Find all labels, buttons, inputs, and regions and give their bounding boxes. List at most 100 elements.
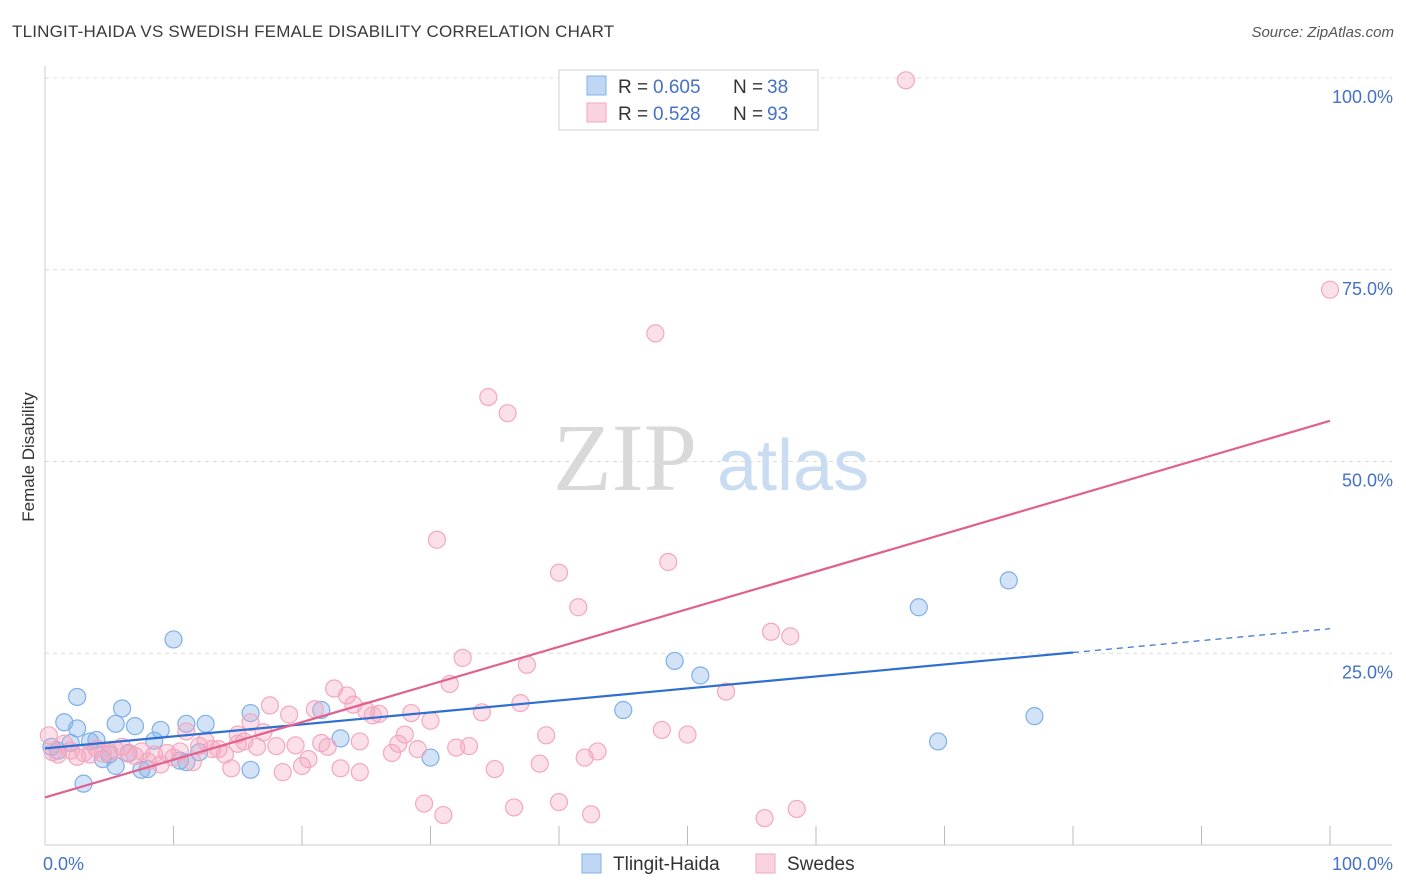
swedes-point (652, 720, 671, 740)
swedes-point (363, 706, 382, 725)
swedes-point (588, 742, 607, 761)
swedes-point (427, 530, 447, 549)
x-tick-label: 0.0% (43, 854, 84, 874)
tlingit-haida-point (999, 571, 1018, 590)
swedes-point (761, 622, 781, 641)
series-swatch (755, 853, 776, 874)
grid-lines (45, 77, 1392, 654)
legend-n-label: N = (733, 104, 763, 125)
tlingit-haida-point (691, 666, 710, 685)
swedes-point (292, 756, 312, 776)
tlingit-haida-point (125, 717, 145, 736)
tlingit-haida-point (928, 732, 948, 751)
series-legend: Tlingit-Haida Swedes (581, 853, 855, 875)
tlingit-haida-point (68, 687, 87, 707)
swedes-point (267, 736, 286, 756)
swedes-point (395, 725, 414, 744)
tlingit-haida-point (909, 598, 928, 617)
tlingit-haida-trend-extension (1072, 628, 1331, 654)
swedes-point (414, 794, 434, 813)
tlingit-haida-point (145, 731, 164, 750)
tlingit-haida-trend-line (44, 651, 1074, 750)
legend-n-label: N = (733, 77, 763, 98)
watermark-atlas: atlas (717, 426, 869, 506)
swedes-point (787, 799, 806, 819)
series-swatch (581, 853, 602, 874)
tlingit-haida-point (1025, 707, 1044, 726)
tlingit-haida-point (151, 720, 170, 740)
watermark: ZIP atlas (553, 404, 869, 511)
swedes-point (222, 759, 241, 778)
y-tick-label: 50.0% (1342, 471, 1393, 491)
legend-n-value: 38 (767, 77, 788, 98)
legend-n-value: 93 (767, 104, 788, 125)
swedes-point (459, 736, 479, 756)
swedes-point (305, 700, 324, 719)
tlingit-haida-point (112, 699, 132, 718)
swedes-point (280, 705, 299, 724)
tlingit-haida-point (68, 719, 87, 738)
swedes-point (177, 722, 196, 741)
swedes-point (273, 763, 292, 782)
tlingit-haida-point (80, 732, 100, 751)
swedes-point (755, 809, 774, 828)
legend-r-label: R = (618, 77, 648, 98)
axes (44, 66, 1392, 846)
swedes-point (896, 71, 916, 90)
tlingit-haida-point (614, 700, 633, 720)
tlingit-haida-point (106, 714, 125, 733)
y-axis-label: Female Disability (19, 392, 38, 522)
swedes-point (434, 805, 453, 825)
swedes-trend-line (44, 419, 1331, 799)
swedes-point (337, 686, 357, 705)
swedes-point (382, 743, 402, 763)
tlingit-haida-point (177, 714, 196, 733)
swedes-point (569, 598, 588, 617)
tick-labels: 25.0% 50.0% 75.0% 100.0% 0.0% 100.0% (43, 87, 1393, 874)
swedes-point (781, 627, 800, 646)
swedes-point (678, 725, 697, 744)
swedes-point (549, 792, 569, 812)
legend-r-label: R = (618, 104, 648, 125)
trend-lines (44, 419, 1331, 799)
tlingit-haida-point (196, 714, 215, 733)
stats-legend: R = 0.605 N = 38 R = 0.528 N = 93 (558, 69, 819, 131)
swedes-point (646, 324, 665, 343)
tlingit-haida-point (331, 729, 350, 748)
swedes-point (453, 648, 472, 667)
swedes-point (350, 763, 369, 782)
legend-r-value: 0.605 (653, 77, 701, 98)
tlingit-haida-point (241, 703, 260, 723)
tlingit-haida-point (241, 760, 260, 779)
tlingit-haida-point (421, 748, 440, 767)
tlingit-haida-point (164, 630, 183, 649)
legend-swatch (586, 102, 607, 123)
series-name: Swedes (787, 854, 855, 875)
source-label: Source: ZipAtlas.com (1251, 24, 1394, 41)
swedes-point (1320, 280, 1340, 299)
swedes-point (716, 682, 736, 701)
x-tick-label: 100.0% (1332, 854, 1393, 874)
swedes-point (582, 805, 601, 824)
legend-swatch (586, 75, 607, 96)
chart-title: TLINGIT-HAIDA VS SWEDISH FEMALE DISABILI… (12, 22, 615, 41)
swedes-point (331, 759, 350, 778)
swedes-point (260, 696, 279, 715)
y-tick-label: 100.0% (1332, 87, 1393, 107)
swedes-point (350, 732, 369, 751)
swedes-point (408, 740, 427, 759)
swedes-point (659, 552, 678, 572)
swedes-point (299, 749, 318, 769)
swedes-point (241, 713, 260, 732)
swedes-point (530, 754, 549, 773)
swedes-point (286, 736, 305, 755)
swedes-point (479, 387, 498, 407)
watermark-zip: ZIP (553, 404, 697, 511)
tlingit-haida-point (665, 651, 684, 671)
swedes-point (318, 737, 337, 756)
y-tick-label: 25.0% (1342, 662, 1393, 682)
swedes-point (498, 404, 517, 423)
swedes-point (389, 734, 408, 753)
swedes-point (39, 726, 58, 745)
y-tick-label: 75.0% (1342, 279, 1393, 299)
